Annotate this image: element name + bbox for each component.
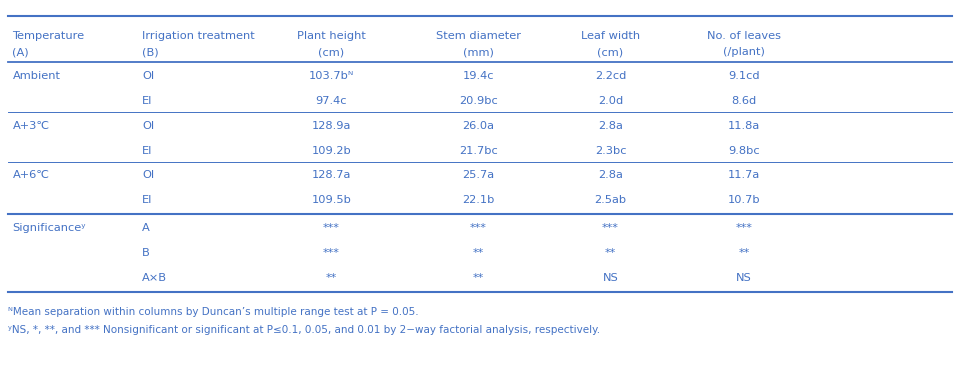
Text: Ambient: Ambient — [12, 71, 60, 81]
Text: 128.9a: 128.9a — [311, 121, 351, 131]
Text: 2.8a: 2.8a — [598, 171, 623, 180]
Text: **: ** — [472, 248, 484, 258]
Text: 128.7a: 128.7a — [311, 171, 351, 180]
Text: 10.7b: 10.7b — [728, 195, 760, 205]
Text: A: A — [142, 223, 150, 233]
Text: No. of leaves: No. of leaves — [707, 30, 781, 41]
Text: 2.0d: 2.0d — [598, 96, 623, 106]
Text: 25.7a: 25.7a — [462, 171, 494, 180]
Text: (/plant): (/plant) — [723, 47, 765, 57]
Text: 19.4c: 19.4c — [463, 71, 493, 81]
Text: 2.3bc: 2.3bc — [595, 146, 626, 156]
Text: ***: *** — [469, 223, 487, 233]
Text: 26.0a: 26.0a — [462, 121, 494, 131]
Text: 2.5ab: 2.5ab — [594, 195, 627, 205]
Text: ʸNS, *, **, and *** Nonsignificant or significant at P≤0.1, 0.05, and 0.01 by 2−: ʸNS, *, **, and *** Nonsignificant or si… — [8, 325, 600, 336]
Text: **: ** — [325, 273, 337, 283]
Text: OI: OI — [142, 71, 155, 81]
Text: NS: NS — [736, 273, 752, 283]
Text: EI: EI — [142, 146, 153, 156]
Text: (mm): (mm) — [463, 47, 493, 57]
Text: (cm): (cm) — [318, 47, 345, 57]
Text: B: B — [142, 248, 150, 258]
Text: **: ** — [738, 248, 750, 258]
Text: EI: EI — [142, 96, 153, 106]
Text: Temperature: Temperature — [12, 30, 84, 41]
Text: **: ** — [605, 248, 616, 258]
Text: ***: *** — [735, 223, 753, 233]
Text: OI: OI — [142, 171, 155, 180]
Text: 11.8a: 11.8a — [728, 121, 760, 131]
Text: ***: *** — [602, 223, 619, 233]
Text: EI: EI — [142, 195, 153, 205]
Text: Irrigation treatment: Irrigation treatment — [142, 30, 254, 41]
Text: 109.5b: 109.5b — [311, 195, 351, 205]
Text: A+3℃: A+3℃ — [12, 121, 50, 131]
Text: 2.2cd: 2.2cd — [595, 71, 626, 81]
Text: 9.1cd: 9.1cd — [729, 71, 759, 81]
Text: **: ** — [472, 273, 484, 283]
Text: (B): (B) — [142, 47, 158, 57]
Text: A×B: A×B — [142, 273, 167, 283]
Text: Leaf width: Leaf width — [581, 30, 640, 41]
Text: ***: *** — [323, 248, 340, 258]
Text: 21.7bc: 21.7bc — [459, 146, 497, 156]
Text: ***: *** — [323, 223, 340, 233]
Text: 22.1b: 22.1b — [462, 195, 494, 205]
Text: ᴺMean separation within columns by Duncan’s multiple range test at P = 0.05.: ᴺMean separation within columns by Dunca… — [8, 307, 419, 317]
Text: OI: OI — [142, 121, 155, 131]
Text: 8.6d: 8.6d — [732, 96, 756, 106]
Text: Significanceʸ: Significanceʸ — [12, 223, 86, 233]
Text: Stem diameter: Stem diameter — [436, 30, 520, 41]
Text: 97.4c: 97.4c — [316, 96, 347, 106]
Text: 11.7a: 11.7a — [728, 171, 760, 180]
Text: Plant height: Plant height — [297, 30, 366, 41]
Text: 9.8bc: 9.8bc — [729, 146, 759, 156]
Text: 2.8a: 2.8a — [598, 121, 623, 131]
Text: A+6℃: A+6℃ — [12, 171, 50, 180]
Text: 103.7bᴺ: 103.7bᴺ — [308, 71, 354, 81]
Text: (A): (A) — [12, 47, 29, 57]
Text: (cm): (cm) — [597, 47, 624, 57]
Text: 109.2b: 109.2b — [311, 146, 351, 156]
Text: 20.9bc: 20.9bc — [459, 96, 497, 106]
Text: NS: NS — [603, 273, 618, 283]
